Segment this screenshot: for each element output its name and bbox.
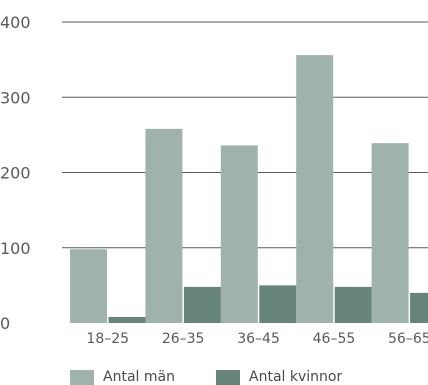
bar-men-18–25 [70,249,107,323]
bar-women-26–35 [183,286,221,323]
y-tick-label-300: 300 [0,88,31,107]
x-tick-label-56–65: 56–65 [388,331,428,347]
y-tick-label-400: 400 [0,13,31,32]
bars [70,55,428,324]
bar-men-46–55 [296,55,334,324]
bar-women-46–55 [334,286,372,323]
y-tick-label-100: 100 [0,239,31,258]
bar-men-36–45 [220,145,258,323]
x-tick-label-46–55: 46–55 [313,331,356,347]
x-tick-label-18–25: 18–25 [86,331,129,347]
x-axis-tick-labels: 18–25 26–35 36–45 46–55 56–65 [86,331,428,347]
bar-women-18–25 [108,316,146,323]
bar-men-26–35 [145,128,183,323]
y-tick-label-0: 0 [0,314,10,333]
bar-women-36–45 [259,285,297,323]
y-axis-tick-labels: 0 100 200 300 400 [0,13,31,333]
bar-women-56–65 [410,292,428,323]
bar-men-56–65 [371,143,409,323]
x-tick-label-26–35: 26–35 [162,331,205,347]
y-tick-label-200: 200 [0,164,31,183]
x-tick-label-36–45: 36–45 [237,331,280,347]
